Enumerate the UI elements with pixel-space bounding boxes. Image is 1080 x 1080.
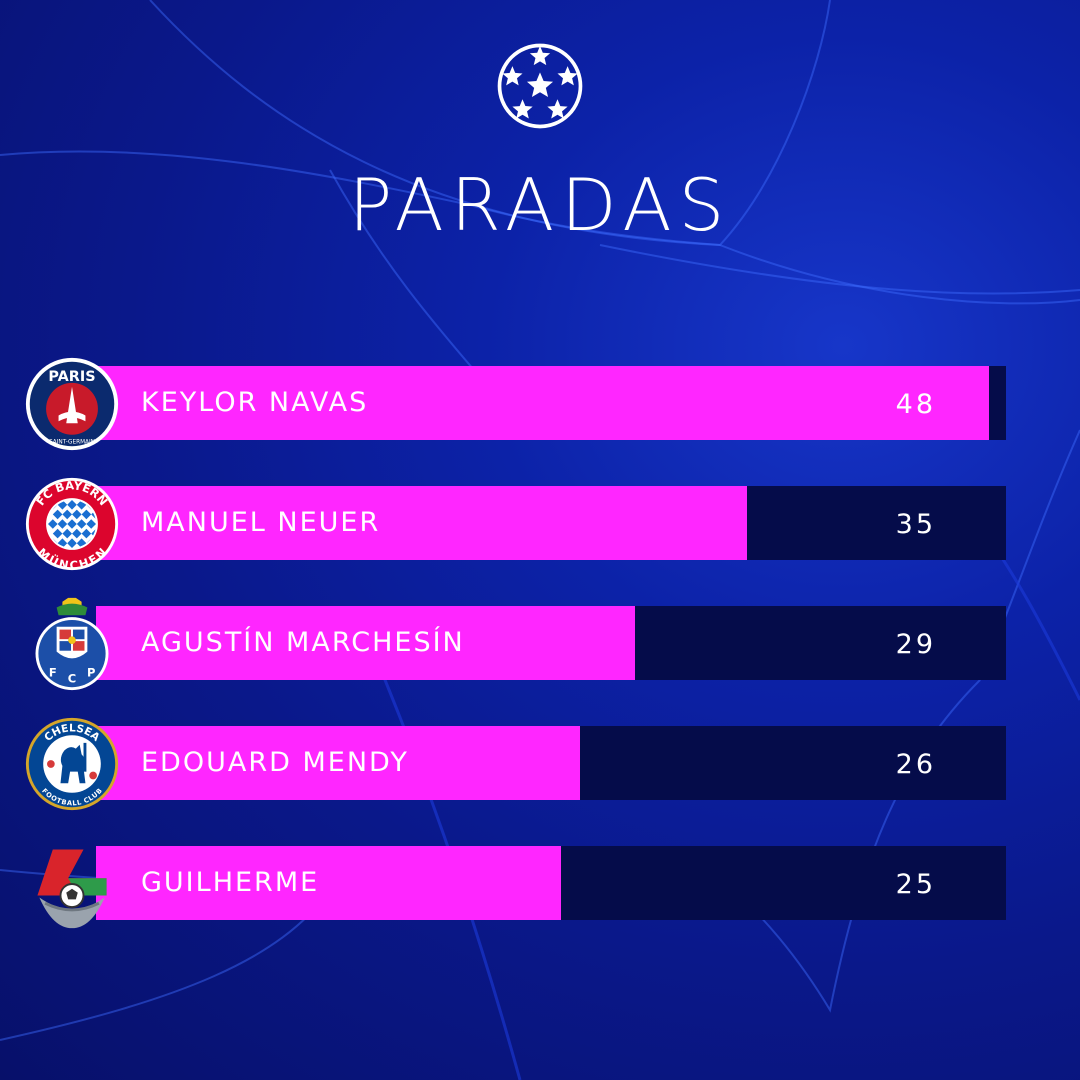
player-name-label: KEYLOR NAVAS — [141, 387, 369, 418]
bar — [96, 846, 561, 920]
player-name-label: GUILHERME — [141, 867, 320, 898]
svg-text:C: C — [68, 671, 76, 685]
player-name-label: EDOUARD MENDY — [141, 747, 409, 778]
chelsea-crest-icon: CHELSEA FOOTBALL CLUB — [24, 716, 120, 812]
bar-row: MANUEL NEUER 35 FC BAYERN MÜNCHEN — [0, 476, 1080, 572]
player-name-label: MANUEL NEUER — [141, 507, 381, 538]
bar — [96, 486, 747, 560]
bar-row: EDOUARD MENDY 26 CHELSEA FOOTBALL CLUB — [0, 716, 1080, 812]
bar-row: KEYLOR NAVAS 48 PARIS SAINT-GERMAIN — [0, 356, 1080, 452]
player-name-label: AGUSTÍN MARCHESÍN — [141, 627, 465, 658]
bar-value-label: 29 — [895, 629, 936, 660]
starball-icon — [497, 43, 583, 129]
bar-value-label: 26 — [895, 749, 936, 780]
lokomotiv-crest-icon — [24, 836, 120, 932]
bar-value-label: 35 — [895, 509, 936, 540]
bayern-crest-icon: FC BAYERN MÜNCHEN — [24, 476, 120, 572]
bar-row: GUILHERME 25 — [0, 836, 1080, 932]
svg-text:SAINT-GERMAIN: SAINT-GERMAIN — [49, 439, 95, 445]
bar-value-label: 48 — [895, 389, 936, 420]
svg-text:F: F — [49, 666, 57, 680]
bar — [96, 366, 989, 440]
bar — [96, 606, 635, 680]
bar-value-label: 25 — [895, 869, 936, 900]
psg-crest-icon: PARIS SAINT-GERMAIN — [24, 356, 120, 452]
bar — [96, 726, 580, 800]
bar-row: AGUSTÍN MARCHESÍN 29 F C P — [0, 596, 1080, 692]
chart-title: PARADAS — [348, 163, 732, 247]
svg-text:PARIS: PARIS — [48, 369, 95, 385]
svg-text:P: P — [87, 666, 95, 680]
